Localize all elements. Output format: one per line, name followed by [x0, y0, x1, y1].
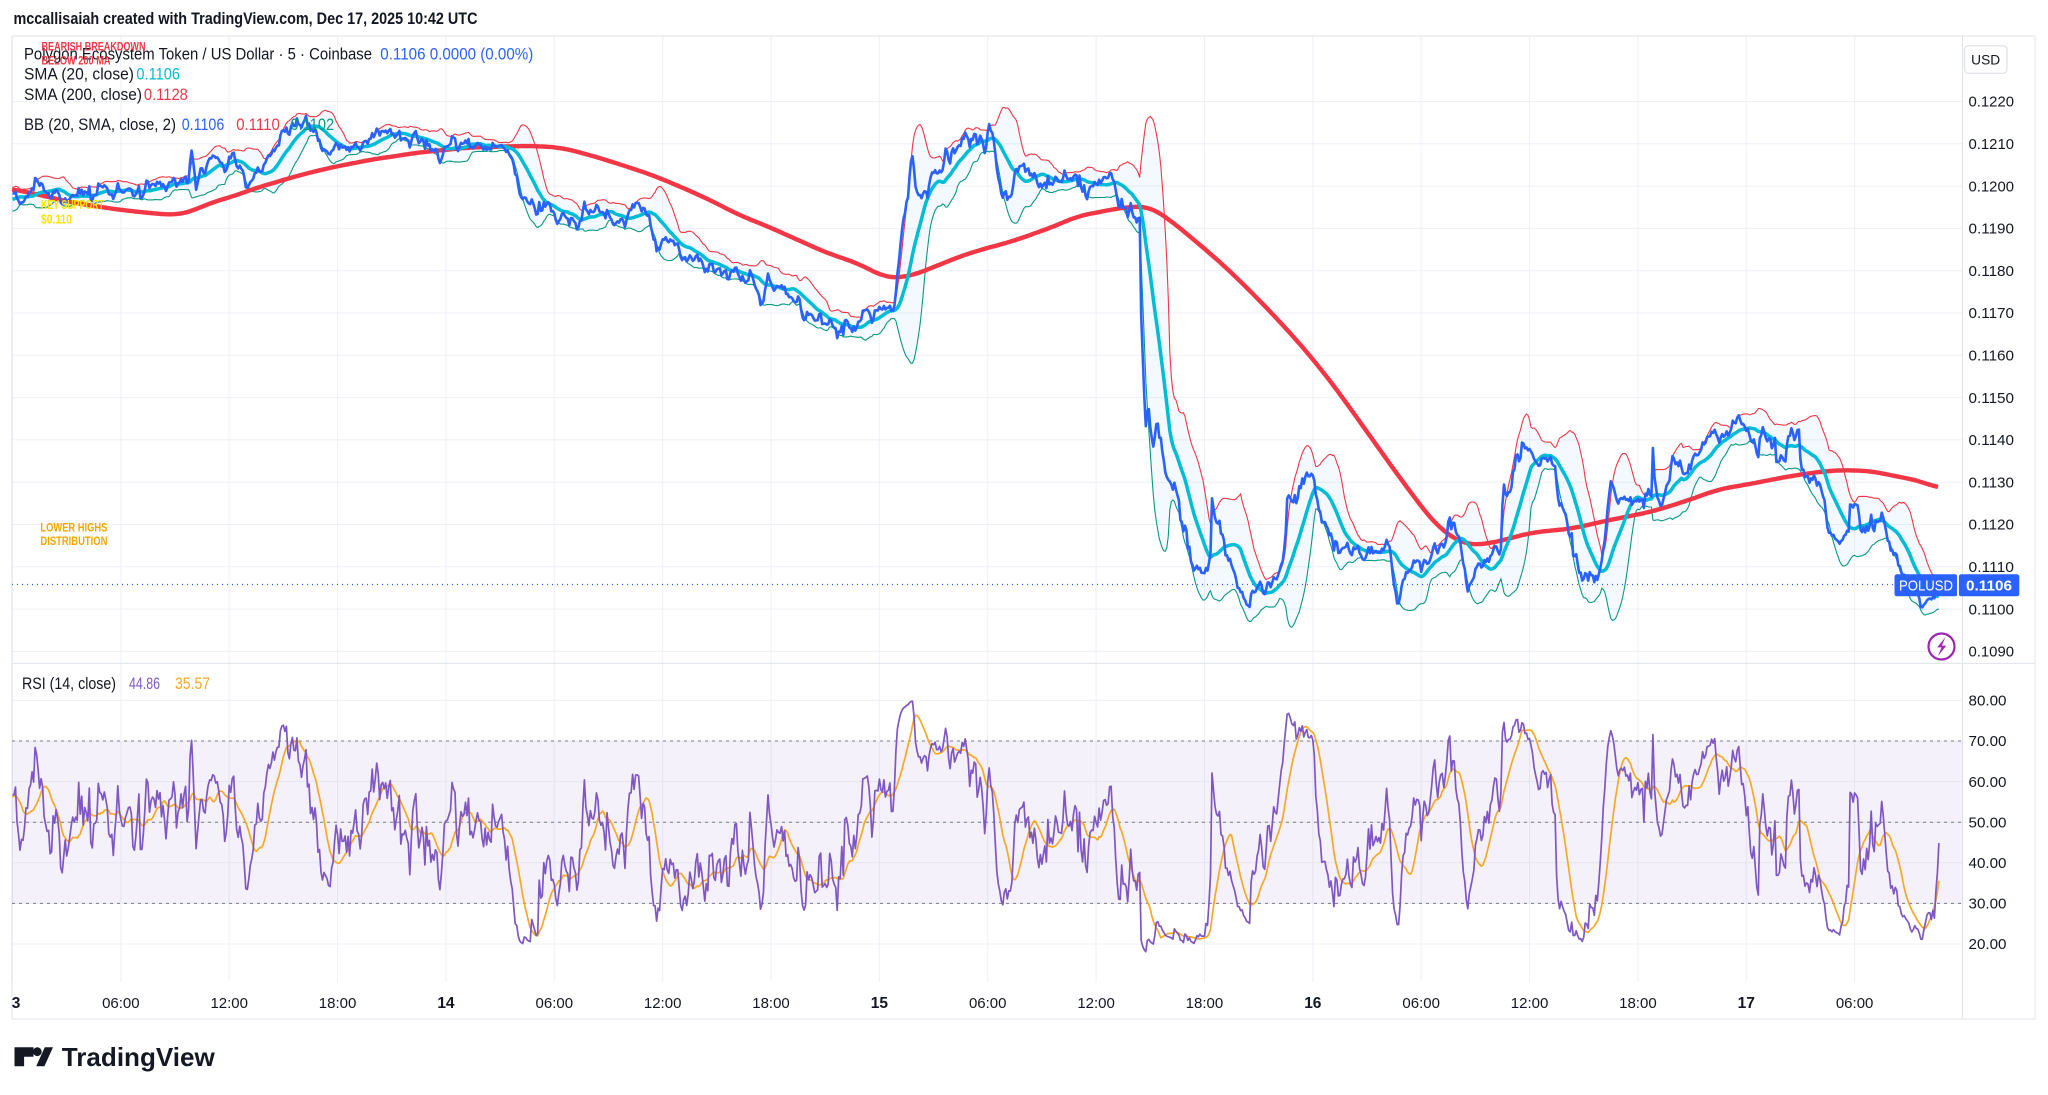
- svg-text:$0.110: $0.110: [41, 213, 72, 227]
- svg-text:0.1210: 0.1210: [1969, 136, 2015, 153]
- svg-text:0.1180: 0.1180: [1969, 263, 2015, 280]
- svg-text:0.1100: 0.1100: [1969, 601, 2015, 618]
- svg-text:3: 3: [12, 995, 21, 1012]
- svg-text:0.1090: 0.1090: [1969, 644, 2015, 661]
- svg-text:TradingView: TradingView: [62, 1042, 216, 1072]
- svg-text:DISTRIBUTION: DISTRIBUTION: [40, 534, 107, 548]
- svg-text:35.57: 35.57: [175, 675, 210, 693]
- svg-text:0.1220: 0.1220: [1969, 94, 2015, 111]
- svg-text:BELOW 200 MA: BELOW 200 MA: [42, 54, 111, 68]
- svg-text:0.1106: 0.1106: [182, 116, 225, 134]
- svg-text:12:00: 12:00: [644, 995, 682, 1012]
- svg-text:70.00: 70.00: [1969, 733, 2007, 750]
- svg-text:17: 17: [1738, 995, 1755, 1012]
- svg-text:BEARISH BREAKDOWN: BEARISH BREAKDOWN: [42, 40, 146, 54]
- svg-text:16: 16: [1304, 995, 1322, 1012]
- svg-text:SMA (200, close): SMA (200, close): [24, 86, 142, 104]
- svg-text:12:00: 12:00: [1077, 995, 1115, 1012]
- svg-text:18:00: 18:00: [752, 995, 790, 1012]
- svg-text:20.00: 20.00: [1969, 936, 2007, 953]
- svg-text:06:00: 06:00: [102, 995, 140, 1012]
- svg-text:0.1106: 0.1106: [136, 66, 180, 84]
- svg-text:18:00: 18:00: [319, 995, 357, 1012]
- svg-text:SMA (20, close): SMA (20, close): [24, 66, 134, 84]
- svg-text:USD: USD: [1971, 52, 2000, 67]
- svg-text:50.00: 50.00: [1969, 814, 2007, 831]
- svg-text:0.1150: 0.1150: [1969, 390, 2015, 407]
- svg-text:40.00: 40.00: [1969, 855, 2007, 872]
- svg-text:mccallisaiah created with Trad: mccallisaiah created with TradingView.co…: [14, 10, 478, 28]
- svg-text:0.1106 0.0000 (0.00%): 0.1106 0.0000 (0.00%): [380, 45, 533, 64]
- svg-text:0.1110: 0.1110: [1969, 559, 2015, 576]
- svg-text:06:00: 06:00: [1836, 995, 1874, 1012]
- svg-text:0.1170: 0.1170: [1969, 305, 2015, 322]
- svg-text:0.1200: 0.1200: [1969, 178, 2015, 195]
- svg-text:LOWER HIGHS: LOWER HIGHS: [40, 521, 107, 535]
- svg-text:14: 14: [437, 995, 455, 1012]
- svg-text:KEY SUPPORT: KEY SUPPORT: [41, 198, 104, 212]
- svg-text:06:00: 06:00: [969, 995, 1007, 1012]
- svg-text:15: 15: [871, 995, 889, 1012]
- svg-text:18:00: 18:00: [1619, 995, 1657, 1012]
- svg-text:0.1128: 0.1128: [144, 86, 188, 104]
- svg-text:12:00: 12:00: [1511, 995, 1549, 1012]
- svg-text:0.1130: 0.1130: [1969, 474, 2015, 491]
- svg-text:80.00: 80.00: [1969, 693, 2007, 710]
- svg-text:0.1190: 0.1190: [1969, 221, 2015, 238]
- svg-text:18:00: 18:00: [1186, 995, 1224, 1012]
- svg-text:06:00: 06:00: [536, 995, 574, 1012]
- svg-text:0.1110: 0.1110: [236, 116, 280, 134]
- svg-text:RSI (14, close): RSI (14, close): [22, 675, 116, 693]
- svg-text:0.1140: 0.1140: [1969, 432, 2015, 449]
- svg-text:Polygon Ecosystem Token / US D: Polygon Ecosystem Token / US Dollar · 5 …: [24, 45, 372, 64]
- svg-text:POLUSD: POLUSD: [1899, 579, 1953, 595]
- svg-text:06:00: 06:00: [1402, 995, 1440, 1012]
- svg-text:30.00: 30.00: [1969, 896, 2007, 913]
- svg-text:0.1102: 0.1102: [291, 116, 335, 134]
- svg-text:0.1106: 0.1106: [1966, 578, 2012, 595]
- svg-text:0.1160: 0.1160: [1969, 348, 2015, 365]
- svg-text:44.86: 44.86: [129, 675, 160, 693]
- svg-text:0.1120: 0.1120: [1969, 517, 2015, 534]
- svg-text:12:00: 12:00: [210, 995, 248, 1012]
- svg-text:BB (20, SMA, close, 2): BB (20, SMA, close, 2): [24, 116, 176, 134]
- svg-text:60.00: 60.00: [1969, 774, 2007, 791]
